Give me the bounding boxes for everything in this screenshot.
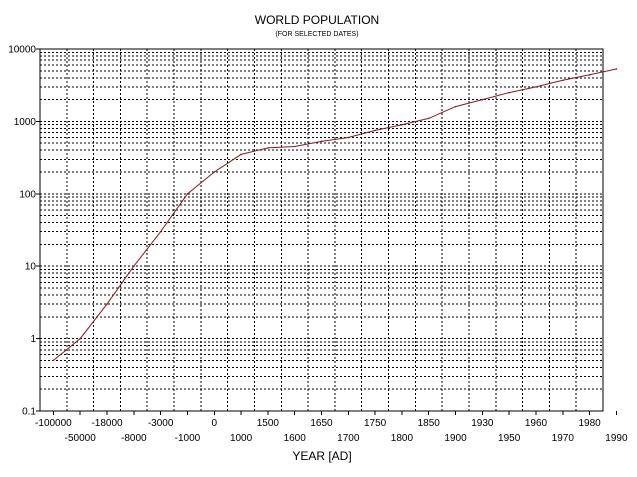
x-tick-label: 1900 <box>444 433 467 444</box>
data-point <box>159 230 162 233</box>
y-tick-label: 10000 <box>8 45 36 56</box>
data-point <box>454 105 457 108</box>
data-point <box>401 123 403 126</box>
series-group <box>52 68 618 362</box>
y-tick-label: 1000 <box>14 117 37 128</box>
x-tick-label: 1600 <box>284 433 307 444</box>
x-tick-label: 1970 <box>552 433 575 444</box>
x-tick-label: -1000 <box>175 433 201 444</box>
data-point <box>374 129 376 132</box>
data-point <box>481 98 484 101</box>
x-axis-ticks: -100000 -50000 -18000 -8000-3000-1000 0 1000 1… <box>35 411 628 444</box>
x-tick-label: 1700 <box>337 433 360 444</box>
y-tick-label: 0.1 <box>22 407 36 418</box>
plot-frame <box>39 48 604 412</box>
data-point <box>615 68 618 70</box>
x-tick-label: 1990 <box>605 433 628 444</box>
data-point <box>588 74 591 76</box>
series-line <box>53 68 617 361</box>
data-point <box>293 145 296 148</box>
x-tick-label: -50000 <box>65 433 97 444</box>
chart-title: WORLD POPULATION <box>255 13 379 27</box>
data-point <box>320 140 323 143</box>
plot-border <box>39 48 604 412</box>
x-tick-label: 1960 <box>525 418 548 429</box>
data-point <box>561 79 564 82</box>
x-tick-label: 0 <box>211 418 217 429</box>
y-tick-label: 1 <box>30 334 36 345</box>
data-point <box>106 303 108 305</box>
x-tick-label: -8000 <box>121 433 147 444</box>
x-tick-label: -18000 <box>91 418 123 429</box>
data-point <box>267 147 269 149</box>
data-point <box>52 359 55 362</box>
data-point <box>535 86 537 88</box>
data-point <box>240 153 242 156</box>
data-point <box>133 265 135 268</box>
data-point <box>427 117 430 120</box>
y-axis-ticks: 10000 1000 100 10 1 0.1 <box>8 45 40 418</box>
data-point <box>213 171 216 173</box>
x-tick-label: 1750 <box>364 418 387 429</box>
x-tick-label: 1650 <box>310 418 333 429</box>
x-tick-label: 1980 <box>578 418 601 429</box>
x-tick-label: -3000 <box>148 418 174 429</box>
x-tick-label: 1000 <box>230 433 253 444</box>
x-tick-label: -100000 <box>35 418 72 429</box>
x-tick-label: 1850 <box>418 418 441 429</box>
data-point <box>508 91 510 94</box>
x-axis-label: YEAR [AD] <box>292 449 351 463</box>
y-tick-label: 10 <box>25 262 37 273</box>
grid-lines <box>40 49 604 412</box>
data-point <box>186 193 189 195</box>
x-tick-label: 1500 <box>257 418 280 429</box>
chart-subtitle: (FOR SELECTED DATES) <box>275 31 358 38</box>
x-tick-label: 1930 <box>471 418 494 429</box>
data-point <box>347 136 350 139</box>
x-tick-label: 1800 <box>391 433 414 444</box>
data-point <box>79 337 82 340</box>
y-tick-label: 100 <box>19 189 36 200</box>
x-tick-label: 1950 <box>498 433 521 444</box>
